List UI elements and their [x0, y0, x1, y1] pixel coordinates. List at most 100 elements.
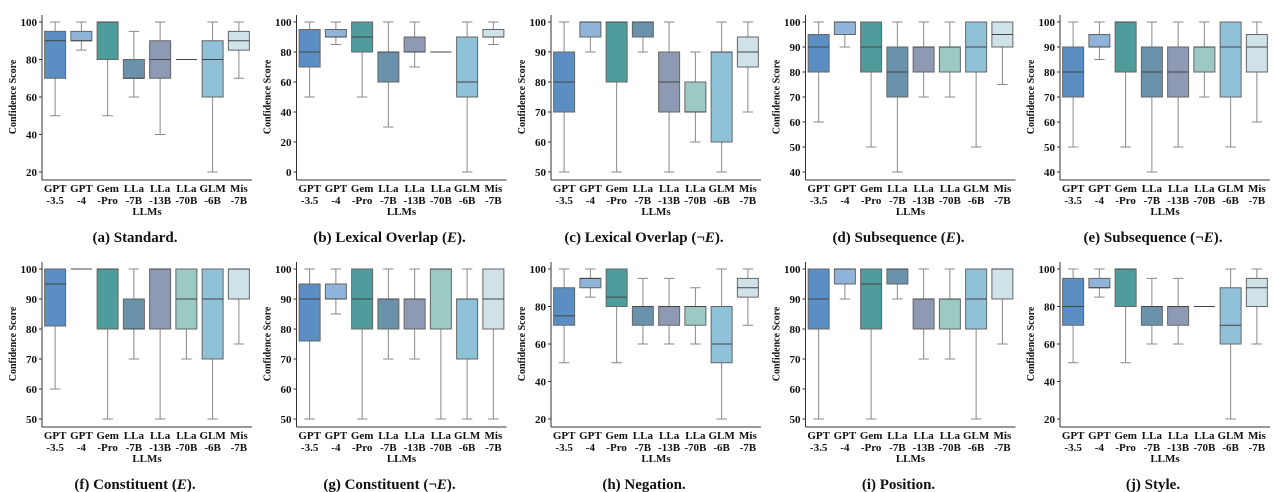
y-tick-label: 50	[790, 414, 802, 426]
x-tick-label: Gem	[351, 183, 374, 195]
y-tick-label: 50	[790, 142, 802, 154]
box-GPT-3.5	[807, 268, 830, 420]
x-tick-label: -13B	[1167, 442, 1190, 454]
x-tick-label: -70B	[430, 442, 453, 454]
y-tick-label: 80	[281, 324, 293, 336]
x-tick-label: -6B	[1222, 195, 1239, 207]
x-tick-label: -13B	[658, 195, 681, 207]
box-Gem-Pro	[351, 21, 374, 98]
x-tick-label: -6B	[968, 195, 985, 207]
x-axis-label: LLMs	[896, 453, 926, 465]
box-LLa-70B	[938, 268, 961, 360]
panel-caption: (b) Lexical Overlap (E).	[313, 230, 466, 246]
box-iqr	[807, 34, 830, 73]
box-iqr	[122, 59, 145, 79]
x-tick-label: -6B	[204, 195, 221, 207]
x-tick-label: -7B	[485, 195, 502, 207]
x-tick-label: LLa	[378, 183, 399, 195]
y-axis-label: Confidence Score	[772, 59, 783, 134]
box-GPT-4	[1088, 21, 1111, 60]
box-GLM-6B	[710, 268, 733, 420]
x-axis-label: LLMs	[1150, 453, 1180, 465]
x-tick-label: -4	[77, 195, 87, 207]
y-tick-label: 40	[1044, 377, 1056, 389]
box-GLM-6B	[201, 21, 224, 173]
x-tick-label: -70B	[430, 195, 453, 207]
x-tick-label: GPT	[834, 183, 857, 195]
x-tick-label: GLM	[199, 183, 226, 195]
x-tick-label: LLa	[887, 183, 908, 195]
y-tick-label: 40	[26, 130, 38, 142]
x-tick-label: LLa	[431, 430, 452, 442]
y-tick-label: 100	[530, 17, 547, 29]
x-tick-label: LLa	[1194, 430, 1215, 442]
box-LLa-70B	[1193, 21, 1216, 98]
box-GPT-4	[579, 21, 602, 53]
x-tick-label: Mis	[994, 183, 1012, 195]
x-tick-label: -7B	[994, 195, 1011, 207]
x-tick-label: LLa	[633, 430, 654, 442]
box-iqr	[658, 306, 681, 326]
x-tick-label: GLM	[1217, 430, 1244, 442]
panel-caption: (h) Negation.	[602, 477, 686, 492]
y-tick-label: 100	[275, 264, 292, 276]
box-iqr	[456, 36, 479, 98]
x-tick-label: LLa	[378, 430, 399, 442]
x-tick-label: -13B	[913, 195, 936, 207]
x-tick-label: GPT	[298, 183, 321, 195]
x-tick-label: Gem	[605, 183, 628, 195]
x-axis-label: LLMs	[387, 453, 417, 465]
box-LLa-13B	[1167, 277, 1190, 345]
y-tick-label: 80	[535, 77, 547, 89]
y-axis-label: Confidence Score	[517, 59, 528, 134]
box-iqr	[227, 268, 250, 300]
x-tick-label: LLa	[1142, 183, 1163, 195]
y-tick-label: 70	[535, 107, 547, 119]
box-LLa-70B	[175, 268, 198, 360]
x-tick-label: LLa	[1168, 430, 1189, 442]
x-tick-label: Gem	[860, 183, 883, 195]
x-tick-label: -7B	[889, 442, 906, 454]
box-GLM-6B	[456, 268, 479, 420]
x-tick-label: -Pro	[352, 442, 373, 454]
box-GPT-3.5	[1062, 21, 1085, 148]
box-iqr	[201, 40, 224, 98]
x-tick-label: -13B	[658, 442, 681, 454]
box-LLa-7B	[1140, 277, 1163, 345]
x-tick-label: -7B	[889, 195, 906, 207]
box-LLa-13B	[658, 21, 681, 173]
x-tick-label: -Pro	[1115, 442, 1136, 454]
x-axis-label: LLMs	[132, 453, 162, 465]
panel-caption: (i) Position.	[862, 477, 936, 492]
box-LLa-13B	[149, 21, 172, 135]
x-tick-label: GPT	[44, 183, 67, 195]
y-tick-label: 70	[790, 92, 802, 104]
y-axis-label: Confidence Score	[1026, 59, 1037, 134]
y-axis-label: Confidence Score	[772, 306, 783, 381]
box-Mis-7B	[1245, 268, 1268, 345]
x-tick-label: Mis	[994, 430, 1012, 442]
panel-caption: (f) Constituent (E).	[74, 477, 196, 492]
x-tick-label: GLM	[1217, 183, 1244, 195]
box-LLa-7B	[377, 268, 400, 360]
y-tick-label: 80	[281, 47, 293, 59]
box-iqr	[833, 268, 856, 285]
x-tick-label: -7B	[1144, 195, 1161, 207]
box-iqr	[377, 298, 400, 330]
x-tick-label: -Pro	[861, 442, 882, 454]
x-tick-label: GPT	[1062, 430, 1085, 442]
y-tick-label: 90	[535, 47, 547, 59]
box-iqr	[44, 268, 67, 327]
x-tick-label: -7B	[1249, 442, 1266, 454]
x-tick-label: Gem	[351, 430, 374, 442]
y-tick-label: 60	[1044, 117, 1056, 129]
box-iqr	[1193, 46, 1216, 73]
box-iqr	[1219, 287, 1242, 345]
x-tick-label: -13B	[1167, 195, 1190, 207]
x-tick-label: LLa	[633, 183, 654, 195]
box-iqr	[149, 268, 172, 330]
panel-caption: (a) Standard.	[92, 230, 177, 246]
x-tick-label: -3.5	[1064, 195, 1082, 207]
x-tick-label: LLa	[124, 430, 145, 442]
